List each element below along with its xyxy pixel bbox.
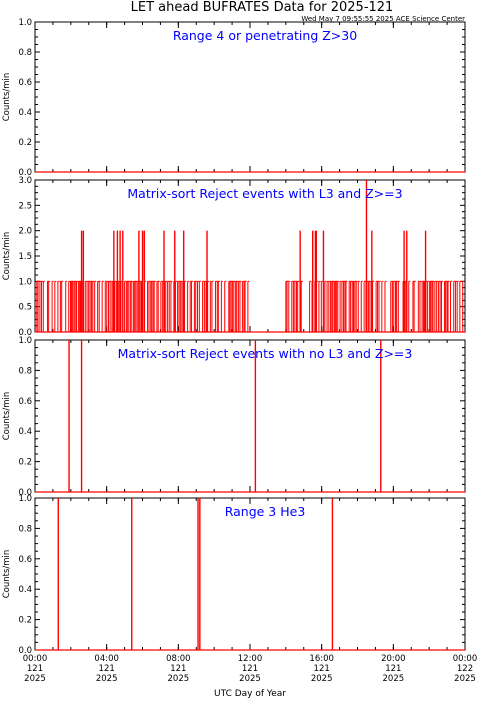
x-tick-label: 00:00 — [23, 654, 48, 664]
y-tick-label: 0.6 — [18, 555, 32, 565]
x-tick-label: 16:00 — [309, 654, 334, 664]
y-tick-label: 0.2 — [18, 616, 32, 626]
panel-annotation: Range 3 He3 — [225, 504, 306, 519]
y-tick-label: 0.6 — [18, 397, 32, 407]
x-tick-label: 2025 — [96, 674, 118, 684]
panel-1: 0.0 0.2 0.4 0.6 0.8 1.0 Counts/min Range 4 or p… — [2, 18, 466, 178]
x-tick-label: 122 — [457, 664, 473, 674]
y-tick-label: 0.8 — [18, 524, 32, 534]
y-tick-label: 0.0 — [18, 488, 32, 498]
x-tick-label: 2025 — [454, 674, 476, 684]
y-tick-label: 1.0 — [18, 18, 32, 28]
panel-3: 0.0 0.2 0.4 0.6 0.8 1.0 Counts/min Matrix-sort … — [2, 336, 466, 498]
y-tick-label: 1.5 — [18, 252, 32, 262]
y-axis-label: Counts/min — [2, 73, 12, 122]
y-tick-label: 0.4 — [18, 427, 32, 437]
panel-2: 0.0 0.5 1.0 1.5 2.0 2.5 3.0 Counts/min Matrix-so… — [2, 176, 466, 338]
panel-frame — [34, 339, 466, 493]
x-axis-label: UTC Day of Year — [214, 689, 286, 699]
y-tick-label: 0.0 — [18, 168, 32, 178]
y-tick-label: 0.5 — [18, 303, 32, 313]
x-tick-label: 121 — [242, 664, 258, 674]
panel-frame — [34, 21, 466, 173]
x-tick-label: 00:00 — [453, 654, 478, 664]
x-tick-label: 2025 — [24, 674, 46, 684]
x-tick-label: 121 — [314, 664, 330, 674]
y-tick-label: 1.0 — [18, 277, 32, 287]
y-tick-label: 0.2 — [18, 458, 32, 468]
x-tick-label: 2025 — [383, 674, 405, 684]
y-tick-label: 2.0 — [18, 227, 32, 237]
y-tick-label: 1.0 — [18, 494, 32, 504]
x-tick-label: 2025 — [311, 674, 333, 684]
y-tick-label: 1.0 — [18, 336, 32, 346]
panel-annotation: Range 4 or penetrating Z>30 — [173, 28, 357, 43]
panel-4: 0.0 0.2 0.4 0.6 0.8 1.0 Counts/min Range 3 He3 — [2, 494, 466, 656]
x-tick-label: 121 — [99, 664, 115, 674]
panels-group: 0.0 0.2 0.4 0.6 0.8 1.0 Counts/min Range 4 or p… — [2, 18, 477, 684]
y-axis-label: Counts/min — [2, 550, 12, 599]
y-tick-label: 0.4 — [18, 585, 32, 595]
x-tick-label: 2025 — [239, 674, 261, 684]
x-tick-label: 12:00 — [238, 654, 263, 664]
timestamp-label: Wed May 7 09:55:55 2025 ACE Science Cent… — [301, 15, 465, 23]
y-axis-label: Counts/min — [2, 232, 12, 281]
panel-annotation: Matrix-sort Reject events with no L3 and… — [118, 346, 413, 361]
y-tick-label: 0.2 — [18, 138, 32, 148]
x-tick-label: 04:00 — [94, 654, 119, 664]
y-tick-label: 0.6 — [18, 78, 32, 88]
x-tick-label: 121 — [385, 664, 401, 674]
y-tick-label: 0.4 — [18, 108, 32, 118]
y-axis-label: Counts/min — [2, 392, 12, 441]
x-tick-label: 20:00 — [381, 654, 406, 664]
y-tick-label: 0.8 — [18, 366, 32, 376]
y-tick-label: 3.0 — [18, 176, 32, 186]
y-tick-label: 0.0 — [18, 646, 32, 656]
panel-annotation: Matrix-sort Reject events with L3 and Z>… — [127, 186, 402, 201]
y-tick-label: 0.0 — [18, 328, 32, 338]
chart-title: LET ahead BUFRATES Data for 2025-121 — [131, 0, 394, 15]
panel-frame — [34, 497, 466, 651]
y-tick-label: 0.8 — [18, 48, 32, 58]
y-tick-label: 2.5 — [18, 201, 32, 211]
x-tick-label: 121 — [170, 664, 186, 674]
x-tick-label: 08:00 — [166, 654, 191, 664]
x-tick-label: 2025 — [168, 674, 190, 684]
x-tick-label: 121 — [27, 664, 43, 674]
